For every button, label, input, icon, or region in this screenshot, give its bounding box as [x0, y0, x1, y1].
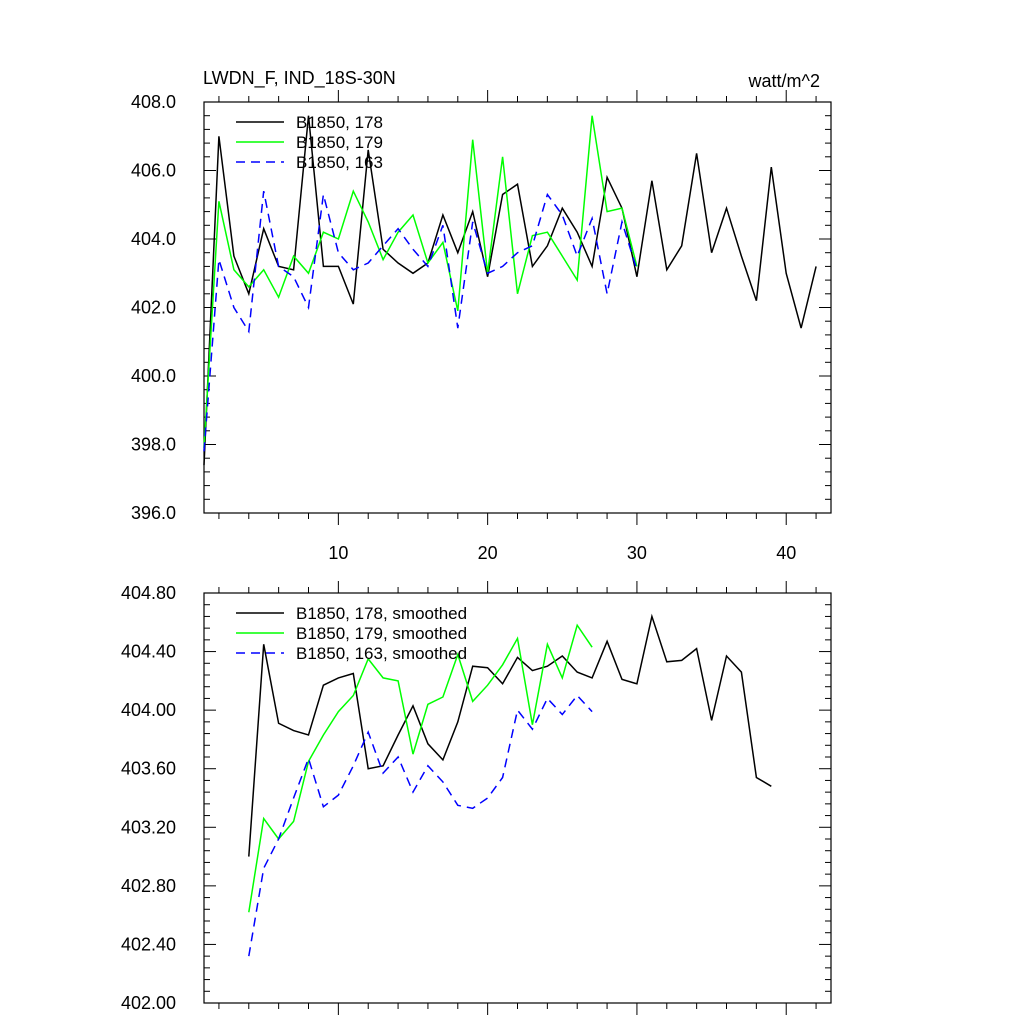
x-tick-label: 40 — [776, 543, 796, 563]
bottom-panel: 404.80 404.40 404.00 403.60 403.20 402.80 402.… — [121, 581, 832, 1015]
y-tick-label: 402.40 — [121, 934, 176, 954]
y-tick-label: 398.0 — [131, 435, 176, 455]
units-label: watt/m^2 — [748, 71, 820, 91]
x-tick-label: 30 — [627, 543, 647, 563]
top-panel: 408.0 406.0 404.0 402.0 400.0 398.0 396.0 10 20 3… — [131, 90, 832, 563]
series-line-3 — [248, 694, 593, 957]
y-tick-label: 403.60 — [121, 759, 176, 779]
y-tick-label: 402.80 — [121, 876, 176, 896]
legend-label: B1850, 179, smoothed — [296, 624, 467, 643]
x-tick-label: 10 — [328, 543, 348, 563]
y-tick-label: 402.00 — [121, 993, 176, 1013]
y-tick-label: 404.00 — [121, 700, 176, 720]
y-tick-label: 408.0 — [131, 92, 176, 112]
series-line-3 — [203, 190, 638, 452]
y-tick-label: 406.0 — [131, 161, 176, 181]
series-line-2 — [248, 623, 593, 913]
legend-label: B1850, 178, smoothed — [296, 604, 467, 623]
legend-label: B1850, 179 — [296, 133, 383, 152]
chart-title: LWDN_F, IND_18S-30N — [203, 68, 396, 89]
y-tick-label: 404.80 — [121, 583, 176, 603]
y-tick-label: 396.0 — [131, 503, 176, 523]
series-line-1 — [248, 613, 772, 857]
y-tick-label: 402.0 — [131, 298, 176, 318]
series-line-1 — [203, 115, 817, 466]
y-tick-label: 404.0 — [131, 229, 176, 249]
series-line-2 — [203, 115, 638, 448]
y-tick-label: 403.20 — [121, 817, 176, 837]
x-tick-label: 20 — [478, 543, 498, 563]
legend-label: B1850, 163 — [296, 153, 383, 172]
legend-label: B1850, 178 — [296, 113, 383, 132]
legend-label: B1850, 163, smoothed — [296, 644, 467, 663]
y-tick-label: 404.40 — [121, 642, 176, 662]
y-tick-label: 400.0 — [131, 366, 176, 386]
